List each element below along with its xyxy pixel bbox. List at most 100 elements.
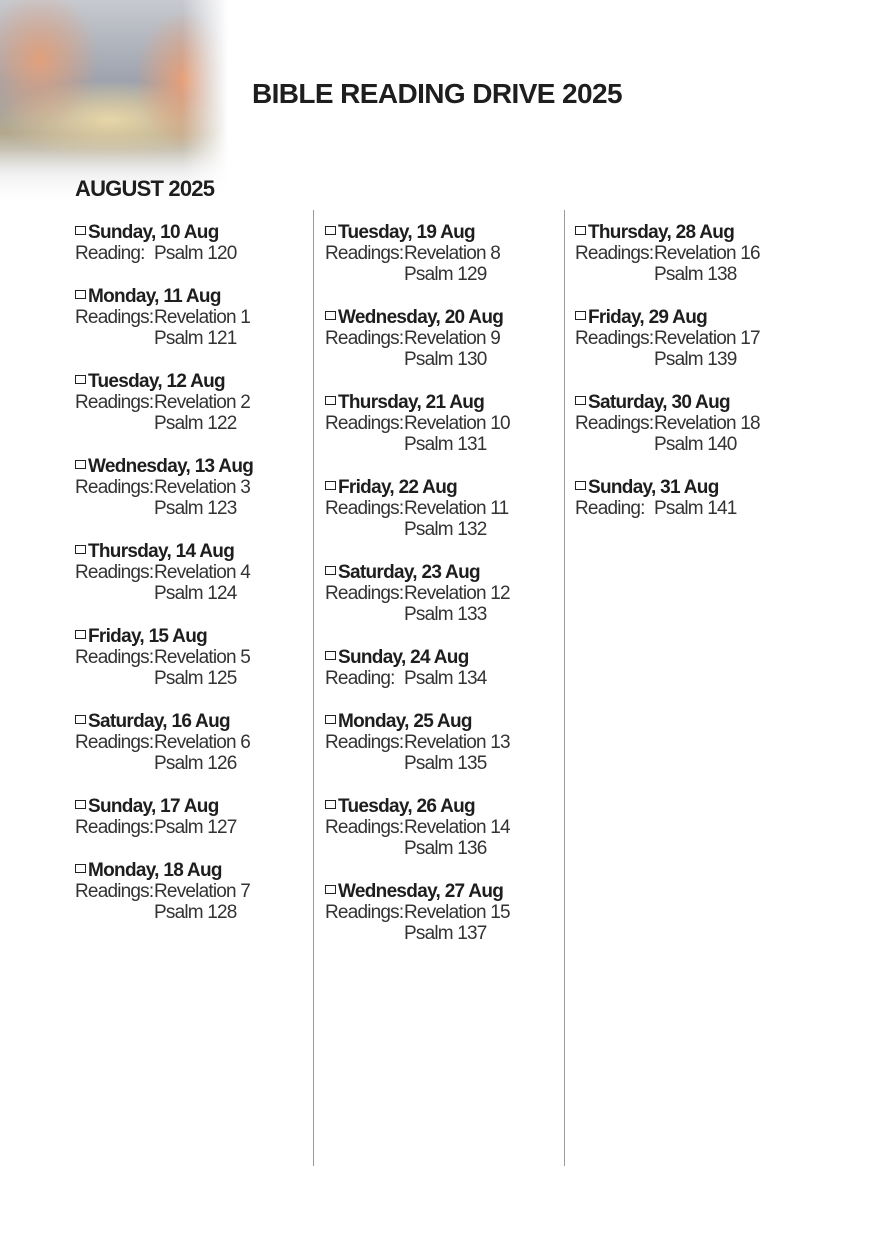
day-label: Tuesday, 26 Aug (338, 796, 476, 817)
reading-label-spacer (575, 264, 654, 285)
reading-entry: Monday, 25 Aug Readings: Revelation 13 Psal… (325, 711, 555, 774)
checkbox[interactable] (575, 311, 586, 320)
reading-label: Readings: (325, 413, 404, 434)
reading-line: Readings: Revelation 12 (325, 583, 555, 604)
reading-passage: Revelation 18 (654, 413, 761, 434)
reading-label-spacer (75, 668, 154, 689)
reading-passage: Psalm 138 (654, 264, 737, 285)
reading-label: Reading: (325, 668, 395, 689)
reading-line: Psalm 135 (325, 753, 555, 774)
entry-day: Sunday, 17 Aug (75, 796, 305, 817)
reading-line: Readings: Revelation 17 (575, 328, 805, 349)
reading-passage: Psalm 126 (154, 753, 237, 774)
reading-passage: Psalm 137 (404, 923, 487, 944)
reading-line: Psalm 130 (325, 349, 555, 370)
entry-day: Friday, 22 Aug (325, 477, 555, 498)
checkbox[interactable] (75, 800, 86, 809)
checkbox[interactable] (325, 311, 336, 320)
checkbox[interactable] (325, 800, 336, 809)
reading-passage: Revelation 2 (154, 392, 251, 413)
checkbox[interactable] (575, 481, 586, 490)
reading-label: Reading: (75, 243, 145, 264)
checkbox[interactable] (75, 864, 86, 873)
reading-passage: Psalm 121 (154, 328, 237, 349)
checkbox[interactable] (75, 375, 86, 384)
reading-entry: Wednesday, 13 Aug Readings: Revelation 3 Ps… (75, 456, 305, 519)
checkbox[interactable] (325, 566, 336, 575)
reading-line: Psalm 122 (75, 413, 305, 434)
reading-line: Psalm 129 (325, 264, 555, 285)
reading-label: Readings: (325, 817, 404, 838)
reading-label: Readings: (325, 328, 404, 349)
entry-day: Wednesday, 13 Aug (75, 456, 305, 477)
reading-passage: Revelation 10 (404, 413, 511, 434)
reading-label: Readings: (75, 477, 154, 498)
reading-passage: Revelation 5 (154, 647, 251, 668)
checkbox[interactable] (75, 630, 86, 639)
reading-line: Psalm 123 (75, 498, 305, 519)
reading-label: Readings: (575, 413, 654, 434)
entry-day: Monday, 11 Aug (75, 286, 305, 307)
reading-label: Readings: (75, 817, 154, 838)
reading-label-spacer (325, 753, 404, 774)
entry-day: Saturday, 23 Aug (325, 562, 555, 583)
checkbox[interactable] (75, 545, 86, 554)
checkbox[interactable] (75, 226, 86, 235)
reading-passage: Psalm 140 (654, 434, 737, 455)
reading-line: Psalm 121 (75, 328, 305, 349)
reading-line: Readings: Revelation 9 (325, 328, 555, 349)
reading-passage: Revelation 7 (154, 881, 251, 902)
entry-day: Saturday, 16 Aug (75, 711, 305, 732)
reading-label-spacer (325, 604, 404, 625)
reading-passage: Psalm 131 (404, 434, 487, 455)
reading-line: Psalm 139 (575, 349, 805, 370)
day-label: Saturday, 23 Aug (338, 562, 481, 583)
reading-label: Readings: (325, 902, 404, 923)
reading-entry: Friday, 29 Aug Readings: Revelation 17 Psal… (575, 307, 805, 370)
reading-line: Reading: Psalm 134 (325, 668, 555, 689)
checkbox[interactable] (75, 290, 86, 299)
checkbox[interactable] (75, 460, 86, 469)
reading-passage: Psalm 141 (654, 498, 737, 519)
checkbox[interactable] (75, 715, 86, 724)
reading-passage: Psalm 120 (154, 243, 237, 264)
reading-line: Readings: Revelation 14 (325, 817, 555, 838)
day-label: Monday, 11 Aug (88, 286, 221, 307)
reading-entry: Thursday, 28 Aug Readings: Revelation 16 Ps… (575, 222, 805, 285)
reading-entry: Saturday, 16 Aug Readings: Revelation 6 Psa… (75, 711, 305, 774)
reading-label: Readings: (575, 328, 654, 349)
checkbox[interactable] (325, 226, 336, 235)
day-label: Tuesday, 12 Aug (88, 371, 226, 392)
reading-line: Psalm 132 (325, 519, 555, 540)
reading-passage: Psalm 125 (154, 668, 237, 689)
day-label: Thursday, 14 Aug (88, 541, 235, 562)
reading-passage: Revelation 3 (154, 477, 251, 498)
reading-entry: Thursday, 21 Aug Readings: Revelation 10 Ps… (325, 392, 555, 455)
checkbox[interactable] (325, 715, 336, 724)
reading-line: Psalm 136 (325, 838, 555, 859)
day-label: Wednesday, 13 Aug (88, 456, 254, 477)
entry-day: Friday, 29 Aug (575, 307, 805, 328)
checkbox[interactable] (325, 396, 336, 405)
checkbox[interactable] (575, 396, 586, 405)
reading-entry: Friday, 22 Aug Readings: Revelation 11 Psal… (325, 477, 555, 540)
reading-entry: Wednesday, 27 Aug Readings: Revelation 15 P… (325, 881, 555, 944)
day-label: Monday, 18 Aug (88, 860, 222, 881)
checkbox[interactable] (575, 226, 586, 235)
reading-label: Readings: (75, 307, 154, 328)
reading-label: Readings: (75, 647, 154, 668)
reading-line: Readings: Psalm 127 (75, 817, 305, 838)
reading-label: Readings: (575, 243, 654, 264)
entry-day: Sunday, 31 Aug (575, 477, 805, 498)
reading-entry: Tuesday, 26 Aug Readings: Revelation 14 Psa… (325, 796, 555, 859)
reading-label: Readings: (325, 583, 404, 604)
reading-passage: Revelation 1 (154, 307, 251, 328)
reading-line: Psalm 133 (325, 604, 555, 625)
day-label: Sunday, 17 Aug (88, 796, 219, 817)
checkbox[interactable] (325, 651, 336, 660)
reading-entry: Monday, 18 Aug Readings: Revelation 7 Psalm… (75, 860, 305, 923)
checkbox[interactable] (325, 481, 336, 490)
reading-line: Readings: Revelation 18 (575, 413, 805, 434)
day-label: Tuesday, 19 Aug (338, 222, 476, 243)
checkbox[interactable] (325, 885, 336, 894)
